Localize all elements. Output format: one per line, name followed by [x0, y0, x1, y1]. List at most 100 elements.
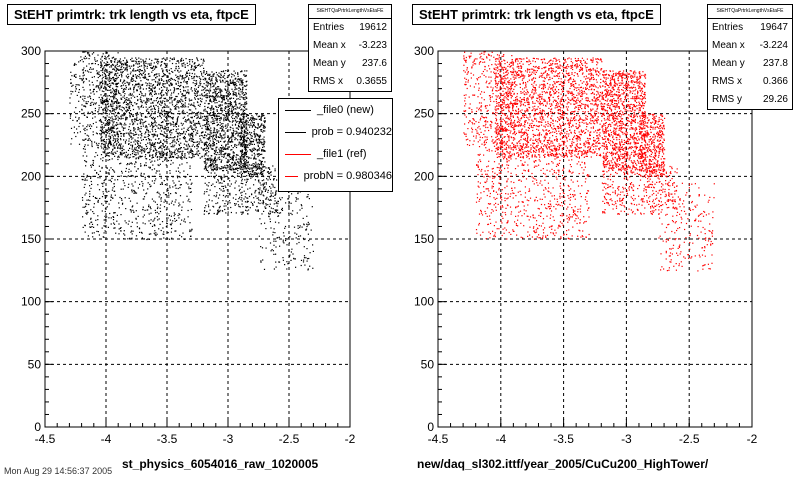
- scatter-point: [267, 167, 269, 169]
- scatter-point: [229, 141, 231, 143]
- scatter-point: [246, 210, 248, 212]
- scatter-point: [223, 174, 225, 176]
- scatter-point: [225, 212, 227, 214]
- scatter-point: [160, 153, 162, 155]
- scatter-point: [190, 116, 192, 118]
- scatter-point: [123, 127, 125, 130]
- scatter-point: [163, 73, 165, 75]
- scatter-point: [183, 137, 185, 139]
- scatter-point: [146, 110, 148, 112]
- scatter-point: [176, 139, 178, 141]
- scatter-point: [219, 90, 222, 92]
- scatter-point: [259, 202, 261, 205]
- scatter-point: [153, 118, 155, 120]
- scatter-point: [87, 53, 89, 55]
- scatter-point: [143, 214, 145, 216]
- scatter-point: [103, 90, 105, 93]
- scatter-point: [110, 152, 112, 154]
- scatter-point: [97, 85, 99, 87]
- scatter-point: [83, 176, 85, 178]
- scatter-point: [138, 82, 140, 84]
- scatter-point: [240, 128, 242, 130]
- scatter-point: [234, 85, 236, 87]
- scatter-point: [146, 238, 148, 241]
- scatter-point: [84, 127, 86, 129]
- scatter-point: [258, 148, 260, 150]
- scatter-point: [111, 116, 113, 118]
- scatter-point: [128, 128, 130, 131]
- scatter-point: [164, 83, 166, 85]
- scatter-point: [98, 234, 100, 236]
- scatter-point: [111, 60, 113, 62]
- scatter-point: [114, 58, 116, 60]
- scatter-point: [159, 163, 161, 165]
- scatter-point: [241, 132, 243, 134]
- scatter-point: [117, 86, 119, 88]
- scatter-point: [170, 202, 173, 204]
- scatter-point: [268, 213, 270, 215]
- scatter-point: [221, 94, 223, 96]
- scatter-point: [159, 158, 161, 160]
- scatter-point: [150, 64, 152, 66]
- scatter-point: [212, 148, 214, 150]
- scatter-point: [156, 207, 159, 210]
- scatter-point: [222, 95, 224, 97]
- scatter-point: [140, 58, 142, 60]
- scatter-point: [214, 168, 216, 170]
- scatter-point: [142, 83, 144, 86]
- scatter-point: [184, 238, 186, 240]
- scatter-point: [244, 166, 246, 168]
- scatter-point: [126, 70, 128, 72]
- scatter-point: [107, 71, 109, 73]
- scatter-point: [100, 86, 102, 88]
- scatter-point: [191, 182, 193, 184]
- scatter-point: [212, 118, 214, 120]
- scatter-point: [116, 77, 118, 79]
- scatter-point: [112, 120, 114, 122]
- scatter-point: [206, 149, 208, 151]
- scatter-point: [221, 90, 223, 92]
- scatter-point: [148, 139, 150, 141]
- scatter-point: [91, 76, 93, 78]
- scatter-point: [165, 92, 167, 94]
- scatter-point: [153, 134, 155, 136]
- scatter-point: [172, 180, 174, 182]
- scatter-point: [239, 121, 241, 123]
- scatter-point: [249, 171, 251, 173]
- scatter-point: [199, 84, 201, 86]
- scatter-point: [78, 84, 80, 86]
- scatter-point: [130, 144, 132, 146]
- scatter-point: [225, 111, 227, 113]
- scatter-point: [136, 141, 138, 143]
- scatter-point: [100, 138, 102, 140]
- scatter-point: [104, 80, 106, 82]
- scatter-point: [215, 89, 218, 91]
- scatter-point: [180, 58, 182, 61]
- scatter-point: [191, 134, 193, 136]
- scatter-point: [125, 85, 127, 87]
- scatter-point: [168, 98, 171, 100]
- scatter-point: [224, 140, 226, 142]
- scatter-point: [233, 101, 235, 103]
- scatter-point: [148, 112, 150, 114]
- scatter-point: [165, 120, 167, 122]
- scatter-point: [140, 101, 142, 103]
- scatter-point: [247, 117, 249, 119]
- scatter-point: [139, 68, 141, 71]
- scatter-point: [136, 77, 138, 79]
- scatter-point: [116, 220, 118, 222]
- scatter-point: [174, 88, 176, 90]
- scatter-point: [175, 106, 177, 108]
- scatter-point: [157, 164, 159, 166]
- scatter-point: [163, 57, 165, 59]
- scatter-point: [129, 110, 132, 112]
- scatter-point: [251, 176, 253, 178]
- scatter-point: [104, 65, 106, 67]
- scatter-point: [136, 115, 138, 117]
- scatter-point: [224, 72, 226, 75]
- scatter-point: [109, 77, 111, 79]
- scatter-point: [149, 154, 151, 156]
- scatter-point: [171, 58, 173, 60]
- scatter-point: [185, 131, 187, 133]
- scatter-point: [96, 60, 98, 62]
